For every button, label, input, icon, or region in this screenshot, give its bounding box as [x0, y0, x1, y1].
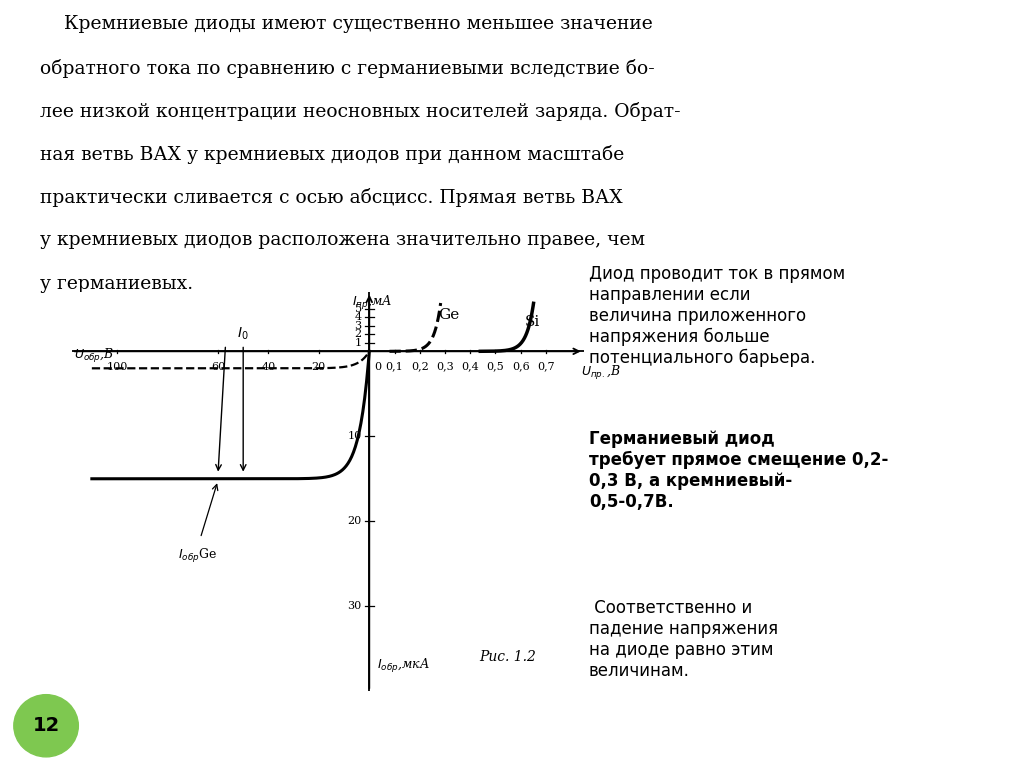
Text: Рис. 1.2: Рис. 1.2 — [479, 650, 537, 664]
Text: 0,3: 0,3 — [436, 362, 454, 372]
Text: 5: 5 — [354, 304, 361, 314]
Text: 40: 40 — [261, 362, 275, 372]
Text: 30: 30 — [347, 601, 361, 611]
Text: 4: 4 — [354, 313, 361, 323]
Text: ная ветвь ВАХ у кремниевых диодов при данном масштабе: ная ветвь ВАХ у кремниевых диодов при да… — [40, 145, 625, 164]
Text: 0,4: 0,4 — [461, 362, 479, 372]
Text: 100: 100 — [106, 362, 128, 372]
Text: Si: Si — [524, 315, 540, 329]
Text: 2: 2 — [354, 329, 361, 339]
Text: Кремниевые диоды имеют существенно меньшее значение: Кремниевые диоды имеют существенно меньш… — [40, 15, 653, 33]
Text: $I_{обр}$,мкА: $I_{обр}$,мкА — [377, 657, 430, 675]
Text: обратного тока по сравнению с германиевыми вследствие бо-: обратного тока по сравнению с германиевы… — [40, 58, 655, 78]
Text: $I_0$: $I_0$ — [238, 326, 249, 342]
Text: 0,1: 0,1 — [386, 362, 403, 372]
Text: 0: 0 — [375, 362, 382, 372]
Text: Германиевый диод
требует прямое смещение 0,2-
0,3 В, а кремниевый-
0,5-0,7В.: Германиевый диод требует прямое смещение… — [589, 430, 888, 511]
Text: 20: 20 — [311, 362, 326, 372]
Text: 3: 3 — [354, 321, 361, 331]
Text: $I_{пр}$,мА: $I_{пр}$,мА — [351, 293, 392, 312]
Text: Диод проводит ток в прямом
направлении если
величина приложенного
напряжения бол: Диод проводит ток в прямом направлении е… — [589, 265, 845, 367]
Text: 20: 20 — [347, 516, 361, 526]
Text: у германиевых.: у германиевых. — [40, 274, 194, 293]
Text: Ge: Ge — [438, 308, 460, 322]
Text: 12: 12 — [33, 717, 59, 735]
Text: 0,7: 0,7 — [537, 362, 555, 372]
Text: Соответственно и
падение напряжения
на диоде равно этим
величинам.: Соответственно и падение напряжения на д… — [589, 599, 778, 680]
Text: 0,6: 0,6 — [512, 362, 529, 372]
Text: 0,5: 0,5 — [486, 362, 504, 372]
Text: $I_{обр}$Ge: $I_{обр}$Ge — [178, 547, 217, 564]
Text: практически сливается с осью абсцисс. Прямая ветвь ВАХ: практически сливается с осью абсцисс. Пр… — [40, 188, 623, 207]
Text: $U_{обр}$,В: $U_{обр}$,В — [74, 346, 115, 365]
Text: у кремниевых диодов расположена значительно правее, чем: у кремниевых диодов расположена значител… — [40, 231, 645, 250]
Text: $U_{пр.}$,В: $U_{пр.}$,В — [582, 364, 621, 382]
Text: 1: 1 — [354, 338, 361, 348]
Text: 10: 10 — [347, 432, 361, 442]
Circle shape — [13, 694, 79, 757]
Text: 60: 60 — [211, 362, 225, 372]
Text: 0,2: 0,2 — [411, 362, 429, 372]
Text: лее низкой концентрации неосновных носителей заряда. Обрат-: лее низкой концентрации неосновных носит… — [40, 101, 681, 121]
